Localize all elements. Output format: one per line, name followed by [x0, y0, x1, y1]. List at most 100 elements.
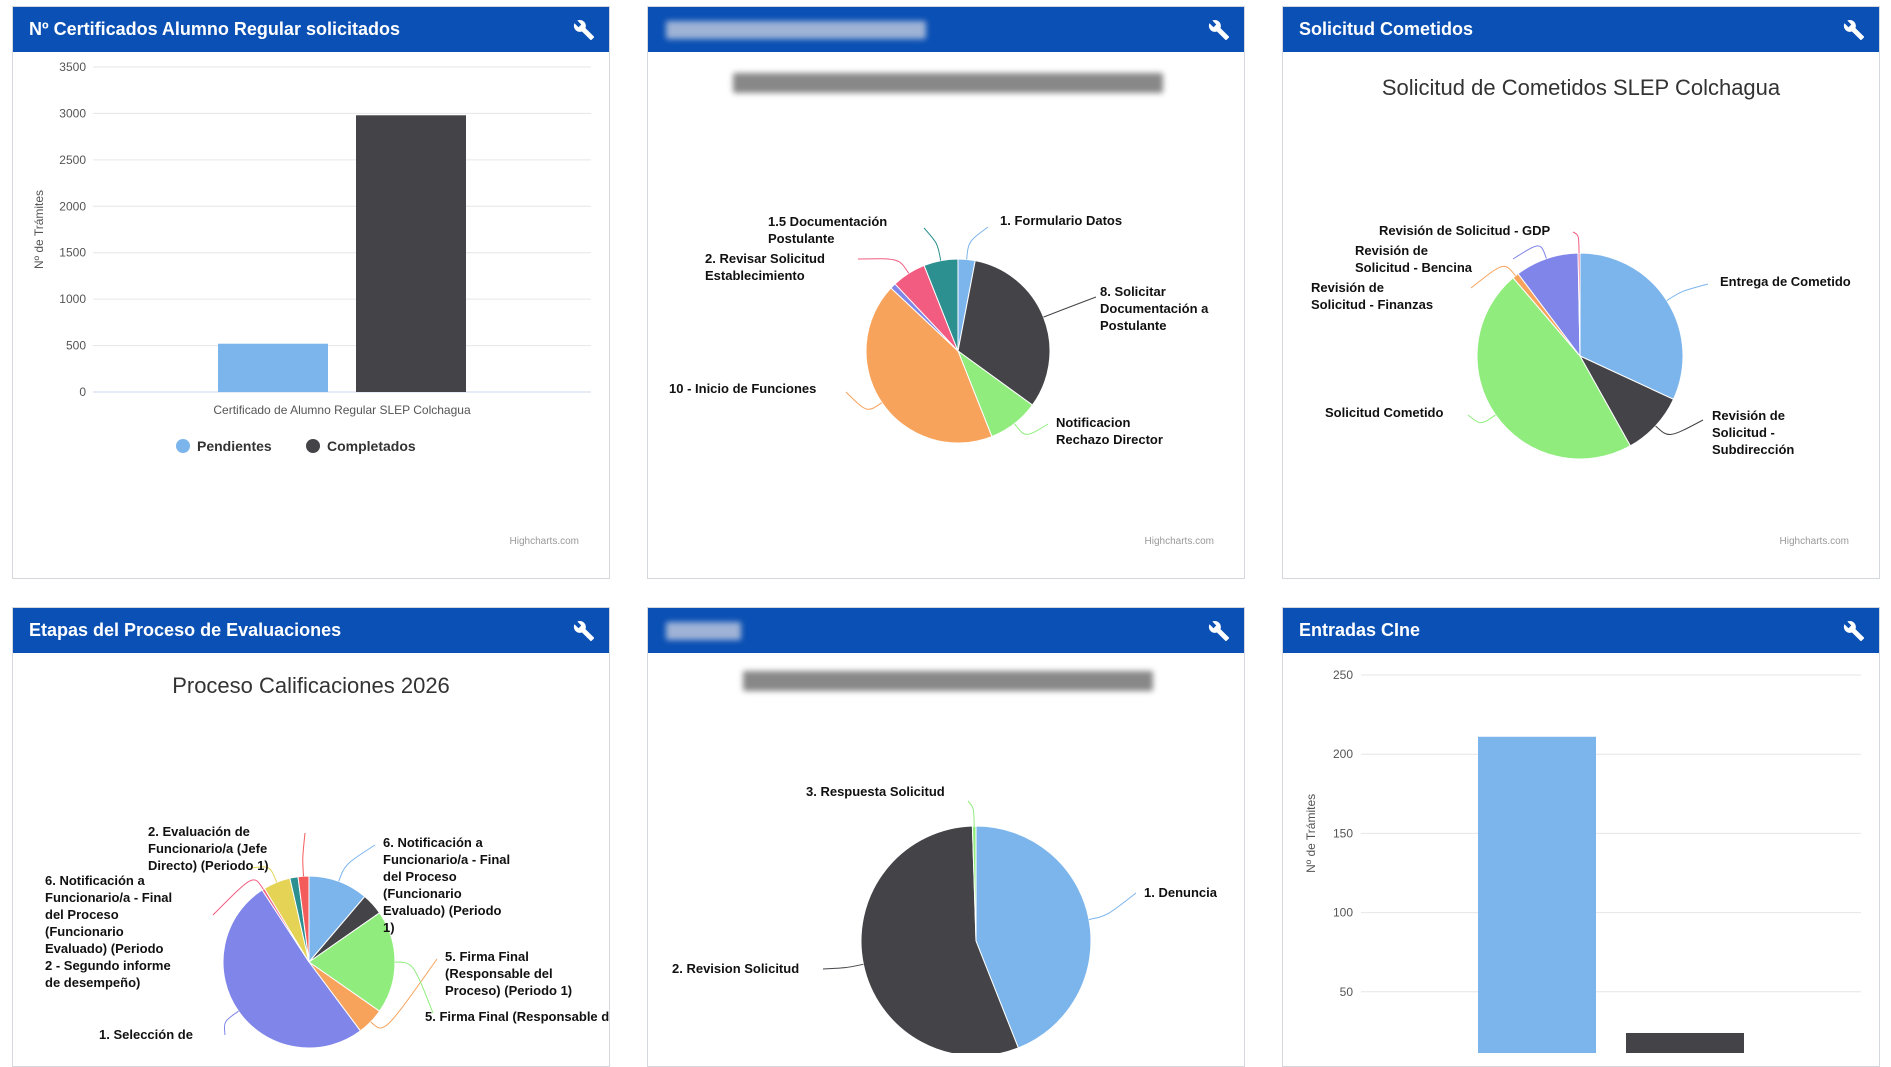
y-tick-label: 50: [1340, 985, 1354, 999]
y-tick-label: 100: [1333, 906, 1353, 920]
pie-slice: [923, 258, 959, 352]
label-connector: [1467, 414, 1496, 424]
legend-item-completados: Completados: [327, 438, 416, 454]
label-connector: [966, 226, 989, 260]
label-connector: [370, 958, 438, 1029]
label-connector: [1043, 296, 1097, 318]
y-tick-label: 0: [79, 385, 86, 399]
label-connector: [212, 879, 264, 916]
panel-entradas-cine: Entradas CIne 50 100 150 200 250 Nº de Trámit…: [1282, 607, 1880, 1067]
label-connector: [1013, 423, 1049, 435]
y-tick-label: 1000: [59, 292, 86, 306]
pie-data-label: 1.5 Documentación Postulante: [768, 214, 887, 246]
chart-cometidos: Solicitud de Cometidos SLEP Colchagua Ent…: [1311, 75, 1851, 547]
y-tick-label: 3500: [59, 60, 86, 74]
pie-data-label: 6. Notificación a Funcionario/a - Final de…: [45, 873, 172, 990]
pie-data-label: 8. Solicitar Documentación a Postulante: [1100, 284, 1209, 333]
panel-evaluaciones: Etapas del Proceso de Evaluaciones Proce…: [12, 607, 610, 1067]
panel-title: Solicitud Cometidos: [1299, 19, 1474, 39]
pie-slice: [297, 875, 310, 963]
pie-data-label: Revisión de Solicitud - GDP: [1379, 223, 1551, 238]
panel-header: Solicitud Cometidos: [1283, 7, 1879, 52]
y-tick-label: 500: [66, 339, 86, 353]
pie-data-label: 5. Firma Final (Responsable del Proceso) (…: [445, 949, 572, 998]
chart-contratacion: 1. Formulario Datos 8. Solicitar Documenta…: [669, 213, 1214, 547]
pie-data-label: 1. Formulario Datos: [1000, 213, 1122, 228]
label-connector: [394, 961, 434, 1014]
pie-data-label: Revisión de Solicitud - Bencina: [1355, 243, 1473, 275]
label-connector: [1470, 265, 1516, 289]
label-connector: [1572, 231, 1580, 254]
wrench-icon[interactable]: [1843, 19, 1865, 41]
panel-contratacion: 1. Formulario Datos 8. Solicitar Documenta…: [647, 6, 1245, 579]
y-axis-title: Nº de Trámites: [32, 190, 46, 269]
label-connector: [1088, 892, 1137, 920]
pie-data-label: Entrega de Cometido: [1720, 274, 1851, 289]
credits-link: Highcharts.com: [1145, 536, 1214, 547]
redacted-title: [666, 21, 926, 39]
label-connector: [223, 1010, 239, 1036]
x-category-label: Certificado de Alumno Regular SLEP Colch…: [213, 403, 471, 417]
credits-link: Highcharts.com: [510, 536, 579, 547]
wrench-icon[interactable]: [573, 19, 595, 41]
label-connector: [845, 391, 883, 410]
pie-slice: [957, 260, 1051, 406]
chart-certificados: 0 500 1000 1500 2000 2500 3000 3500 Nº de Trámit…: [32, 60, 591, 547]
pie-data-label: 3. Respuesta Solicitud: [806, 784, 945, 799]
chart-title: Proceso Calificaciones 2026: [172, 673, 450, 698]
panel-cometidos: Solicitud Cometidos Solicitud de Cometid…: [1282, 6, 1880, 579]
legend-marker: [176, 439, 190, 453]
y-tick-label: 2000: [59, 199, 86, 213]
panel-header: Nº Certificados Alumno Regular solicitad…: [13, 7, 609, 52]
panel-denuncias: 1. Denuncia 2. Revision Solicitud 3. Respu…: [647, 607, 1245, 1067]
panel-title: Nº Certificados Alumno Regular solicitad…: [29, 19, 400, 39]
chart-entradas-cine: 50 100 150 200 250 Nº de Trámites: [1304, 668, 1861, 1053]
pie-data-label: Revisión de Solicitud - Finanzas: [1311, 280, 1433, 312]
credits-link: Highcharts.com: [1780, 536, 1849, 547]
chart-evaluaciones: Proceso Calificaciones 2026 6. Notificaci…: [45, 673, 609, 1049]
pie-data-label: 5. Firma Final (Responsable del: [425, 1009, 609, 1024]
panel-title: Etapas del Proceso de Evaluaciones: [29, 620, 342, 640]
pie-slice: [860, 825, 1019, 1053]
panel-header: [648, 608, 1244, 653]
pie-data-label: 2. Revision Solicitud: [672, 961, 799, 976]
label-connector: [1655, 419, 1704, 435]
pie-data-label: 1. Denuncia: [1144, 885, 1218, 900]
y-tick-label: 250: [1333, 668, 1353, 682]
bar-series-1: [1478, 736, 1596, 1053]
bar-completados: [356, 115, 466, 393]
legend-item-pendientes: Pendientes: [197, 438, 272, 454]
pie-slice: [865, 287, 993, 444]
wrench-icon[interactable]: [1843, 620, 1865, 642]
label-connector: [857, 258, 910, 274]
pie-data-label: 1. Selección de: [99, 1027, 193, 1042]
pie-slice: [971, 825, 977, 942]
bar-pendientes: [218, 343, 328, 392]
label-connector: [250, 866, 278, 883]
label-connector: [1512, 245, 1547, 260]
wrench-icon[interactable]: [1208, 620, 1230, 642]
pie-data-label: 6. Notificación a Funcionario/a - Final de…: [383, 835, 510, 935]
panel-header: [648, 7, 1244, 52]
redacted-chart-title: [733, 73, 1163, 93]
label-connector: [1666, 283, 1709, 301]
y-tick-label: 1500: [59, 246, 86, 260]
label-connector: [923, 227, 942, 261]
wrench-icon[interactable]: [573, 620, 595, 642]
redacted-title: [666, 622, 741, 640]
pie-slice: [975, 825, 1092, 1049]
pie-data-label: 2. Evaluación de Funcionario/a (Jefe Direc…: [148, 824, 269, 873]
y-tick-label: 2500: [59, 153, 86, 167]
panel-header: Etapas del Proceso de Evaluaciones: [13, 608, 609, 653]
y-tick-label: 200: [1333, 747, 1353, 761]
pie-data-label: Notificacion Rechazo Director: [1056, 415, 1163, 447]
wrench-icon[interactable]: [1208, 19, 1230, 41]
pie-data-label: 2. Revisar Solicitud Establecimiento: [705, 251, 825, 283]
redacted-chart-title: [743, 671, 1153, 691]
pie-data-label: Solicitud Cometido: [1325, 405, 1444, 420]
bar-series-2: [1626, 1032, 1744, 1053]
y-axis-title: Nº de Trámites: [1304, 794, 1318, 873]
label-connector: [302, 832, 306, 877]
y-tick-label: 3000: [59, 106, 86, 120]
pie-slice: [1579, 252, 1684, 400]
